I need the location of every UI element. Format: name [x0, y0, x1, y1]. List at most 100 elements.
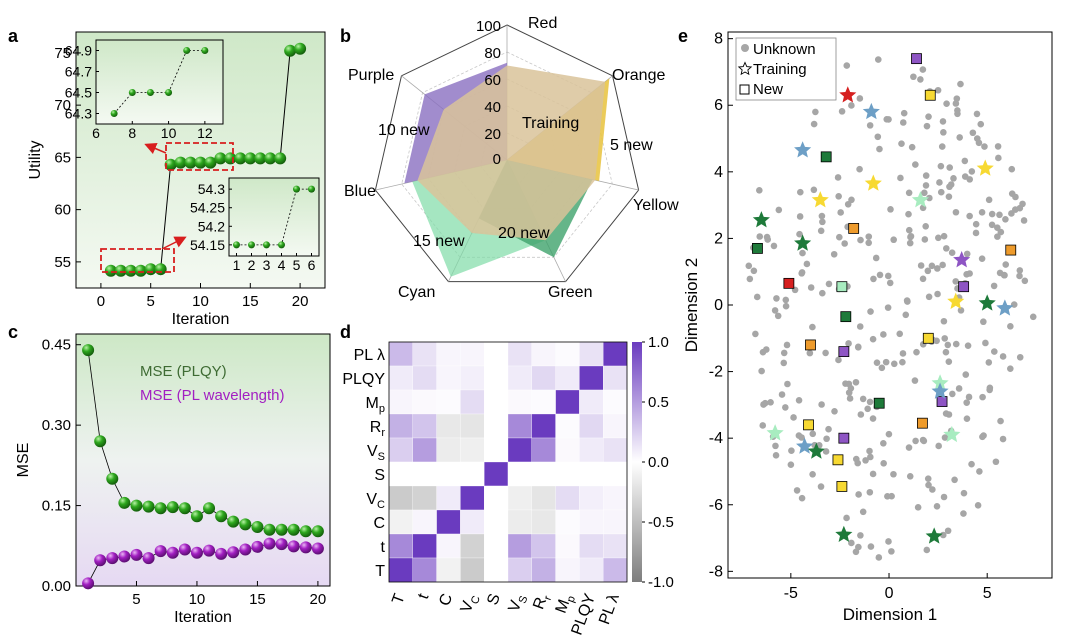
training-point	[807, 442, 825, 459]
heatmap-cell	[531, 413, 556, 439]
unknown-point	[771, 307, 779, 314]
unknown-point	[976, 468, 983, 475]
heatmap-cell	[436, 413, 461, 439]
heatmap-cell	[603, 389, 628, 415]
heatmap-cell	[388, 341, 413, 367]
unknown-point	[843, 514, 850, 522]
unknown-point	[944, 341, 952, 349]
unknown-point	[934, 86, 942, 94]
unknown-point	[936, 179, 943, 186]
legend-mse-plqy: MSE (PLQY)	[140, 363, 227, 380]
legend-unknown-marker	[741, 44, 749, 52]
unknown-point	[962, 371, 970, 378]
training-point	[978, 294, 996, 311]
unknown-point	[968, 168, 976, 175]
a-ytick-label: 70	[54, 97, 71, 114]
heatmap-cell	[507, 509, 532, 535]
c-point-wavelength	[215, 547, 228, 560]
heatmap-cell	[484, 557, 509, 583]
c-point-wavelength	[299, 541, 312, 554]
unknown-point	[945, 193, 953, 200]
e-ytick-label: 8	[714, 31, 723, 48]
unknown-point	[880, 331, 887, 338]
heatmap-cell	[388, 437, 413, 463]
c-ylabel: MSE	[15, 443, 32, 478]
unknown-point	[979, 393, 986, 401]
panel-label-c: c	[8, 322, 18, 342]
a-ytick-label: 75	[54, 45, 71, 62]
inset-lower-xtick-label: 1	[233, 257, 241, 273]
unknown-point	[831, 407, 838, 415]
unknown-point	[950, 175, 957, 182]
unknown-point	[933, 503, 941, 510]
unknown-point	[943, 100, 950, 107]
radar-series-label: 20 new	[498, 225, 550, 242]
unknown-point	[985, 359, 993, 366]
heatmap-cell	[436, 341, 461, 367]
unknown-point	[897, 174, 904, 182]
unknown-point	[939, 261, 946, 269]
unknown-point	[796, 188, 804, 196]
training-point	[931, 382, 949, 399]
unknown-point	[938, 143, 946, 150]
heatmap-cell	[555, 389, 580, 415]
heatmap-col-label: Mp	[553, 592, 578, 617]
panel-c-plot-area	[75, 333, 331, 587]
unknown-point	[869, 470, 877, 478]
unknown-point	[866, 488, 874, 496]
unknown-point	[905, 226, 913, 234]
unknown-point	[848, 539, 855, 547]
arrow-to-lower-inset	[161, 236, 187, 250]
unknown-point	[955, 385, 963, 392]
heatmap-col-label: C	[436, 592, 456, 609]
colorbar-tick-label: -1.0	[648, 574, 674, 591]
unknown-point	[988, 210, 996, 218]
highlight-box-lower	[100, 248, 175, 273]
unknown-point	[1002, 261, 1010, 268]
unknown-point	[763, 233, 771, 241]
heatmap-cell	[603, 461, 628, 487]
unknown-point	[1016, 272, 1023, 280]
unknown-point	[773, 295, 780, 302]
unknown-point	[890, 360, 898, 368]
unknown-point	[906, 473, 914, 480]
heatmap-cell	[412, 437, 437, 463]
heatmap-cell	[531, 533, 556, 559]
heatmap-cell	[436, 557, 461, 583]
e-ytick-label: -4	[709, 430, 723, 447]
unknown-point	[782, 302, 790, 310]
unknown-point	[996, 211, 1003, 219]
heatmap-cell	[388, 557, 413, 583]
inset-lower-xtick-label: 2	[248, 257, 256, 273]
e-ytick-label: 2	[714, 230, 723, 247]
unknown-point	[783, 341, 791, 349]
radar-gridline	[374, 24, 640, 283]
unknown-point	[865, 239, 873, 247]
unknown-point	[767, 399, 774, 406]
unknown-point	[838, 108, 846, 115]
new-point	[838, 432, 850, 444]
unknown-point	[884, 493, 891, 500]
unknown-point	[905, 444, 913, 451]
a-ytick-label: 55	[54, 254, 71, 271]
inset-lower-xtick-label: 5	[293, 257, 301, 273]
c-point-wavelength	[203, 544, 216, 557]
unknown-point	[867, 453, 874, 461]
unknown-point	[859, 508, 867, 516]
unknown-point	[862, 457, 869, 464]
e-xtick-label: -5	[784, 585, 798, 602]
unknown-point	[756, 233, 764, 240]
training-point	[996, 299, 1014, 316]
heatmap-row-label: C	[373, 515, 385, 532]
unknown-point	[949, 390, 956, 398]
c-point-plqy	[130, 499, 143, 512]
unknown-point	[795, 432, 803, 439]
heatmap-cell	[484, 389, 509, 415]
new-point	[836, 281, 848, 293]
unknown-point	[899, 358, 906, 366]
heatmap-cell	[507, 437, 532, 463]
unknown-point	[1016, 204, 1024, 212]
heatmap-cell	[555, 485, 580, 511]
training-point	[931, 374, 949, 391]
unknown-point	[810, 120, 818, 128]
